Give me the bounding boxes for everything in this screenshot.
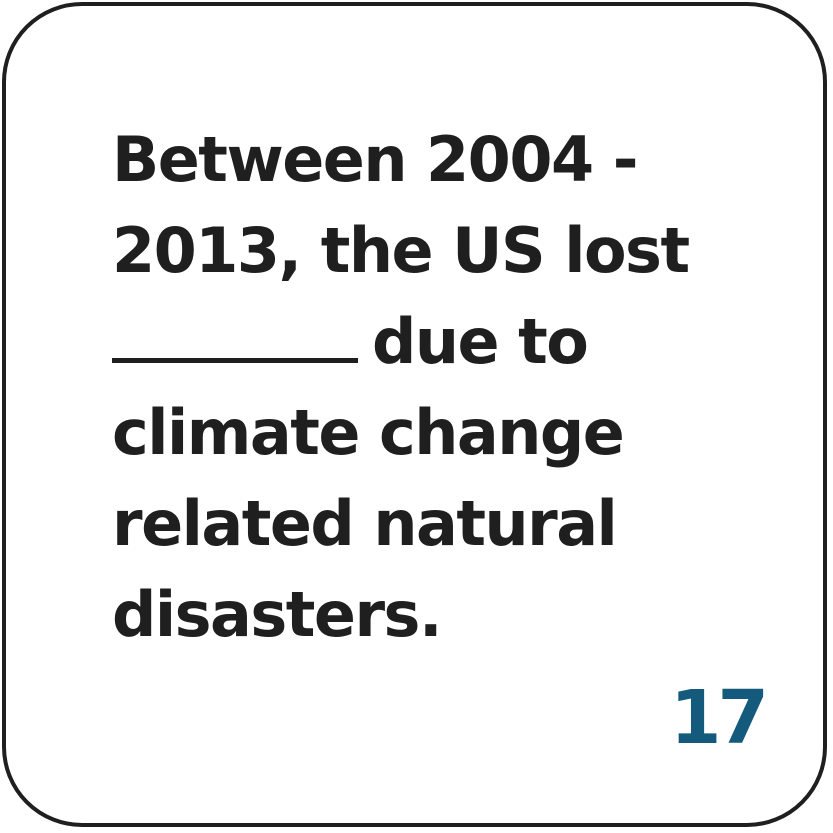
question-line: Between 2004 - [112, 123, 638, 196]
card-number: 17 [670, 675, 769, 761]
answer-blank [112, 358, 358, 363]
question-line-text: due to [372, 305, 589, 378]
question-line: related natural [112, 487, 618, 560]
question-line: disasters. [112, 578, 443, 651]
question-line-with-blank: due to [112, 296, 752, 387]
question-line: 2013, the US lost [112, 214, 690, 287]
question-text: Between 2004 - 2013, the US lost due to … [112, 114, 752, 660]
question-line: climate change [112, 396, 625, 469]
